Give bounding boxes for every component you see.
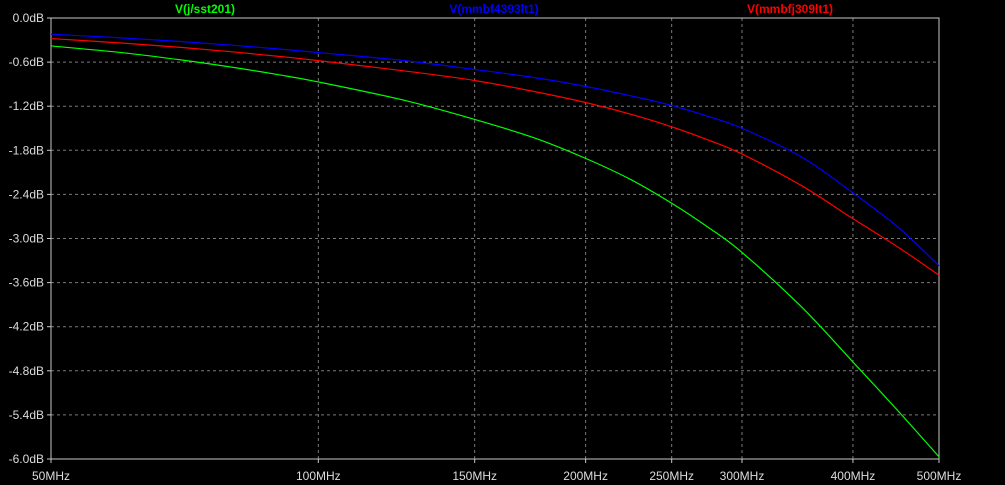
x-tick-label: 300MHz xyxy=(720,469,765,483)
x-axis-ticks: 50MHz 100MHz 150MHz 200MHz 250MHz 300MHz 400MH… xyxy=(32,459,961,483)
grid-lines xyxy=(51,18,939,459)
y-tick-label: -3.6dB xyxy=(9,276,44,290)
x-tick-label: 200MHz xyxy=(563,469,608,483)
y-tick-label: -3.0dB xyxy=(9,232,44,246)
x-tick-label: 150MHz xyxy=(452,469,497,483)
legend-entry-1: V(j/sst201) xyxy=(175,2,235,16)
series-line-1 xyxy=(50,45,940,458)
y-tick-label: -5.4dB xyxy=(9,408,44,422)
x-tick-label: 250MHz xyxy=(649,469,694,483)
series-line-3 xyxy=(50,37,940,276)
y-tick-label: -6.0dB xyxy=(9,452,44,466)
x-tick-label: 400MHz xyxy=(831,469,876,483)
legend-entry-2: V(mmbf4393lt1) xyxy=(449,2,538,16)
x-tick-label: 500MHz xyxy=(917,469,962,483)
y-tick-label: -1.8dB xyxy=(9,143,44,157)
y-tick-label: -2.4dB xyxy=(9,187,44,201)
y-tick-label: -0.6dB xyxy=(9,55,44,69)
x-tick-label: 50MHz xyxy=(32,469,70,483)
traces xyxy=(50,33,940,458)
y-tick-label: -4.2dB xyxy=(9,320,44,334)
y-tick-label: 0.0dB xyxy=(13,11,44,25)
legend-entry-3: V(mmbfj309lt1) xyxy=(747,2,833,16)
y-tick-label: -4.8dB xyxy=(9,364,44,378)
y-axis-ticks: 0.0dB -0.6dB -1.2dB -1.8dB -2.4dB -3.0dB -3.6d… xyxy=(9,11,51,466)
legend: V(j/sst201) V(mmbf4393lt1) V(mmbfj309lt1) xyxy=(175,2,833,16)
x-tick-label: 100MHz xyxy=(296,469,341,483)
series-line-2 xyxy=(50,33,940,267)
y-tick-label: -1.2dB xyxy=(9,99,44,113)
